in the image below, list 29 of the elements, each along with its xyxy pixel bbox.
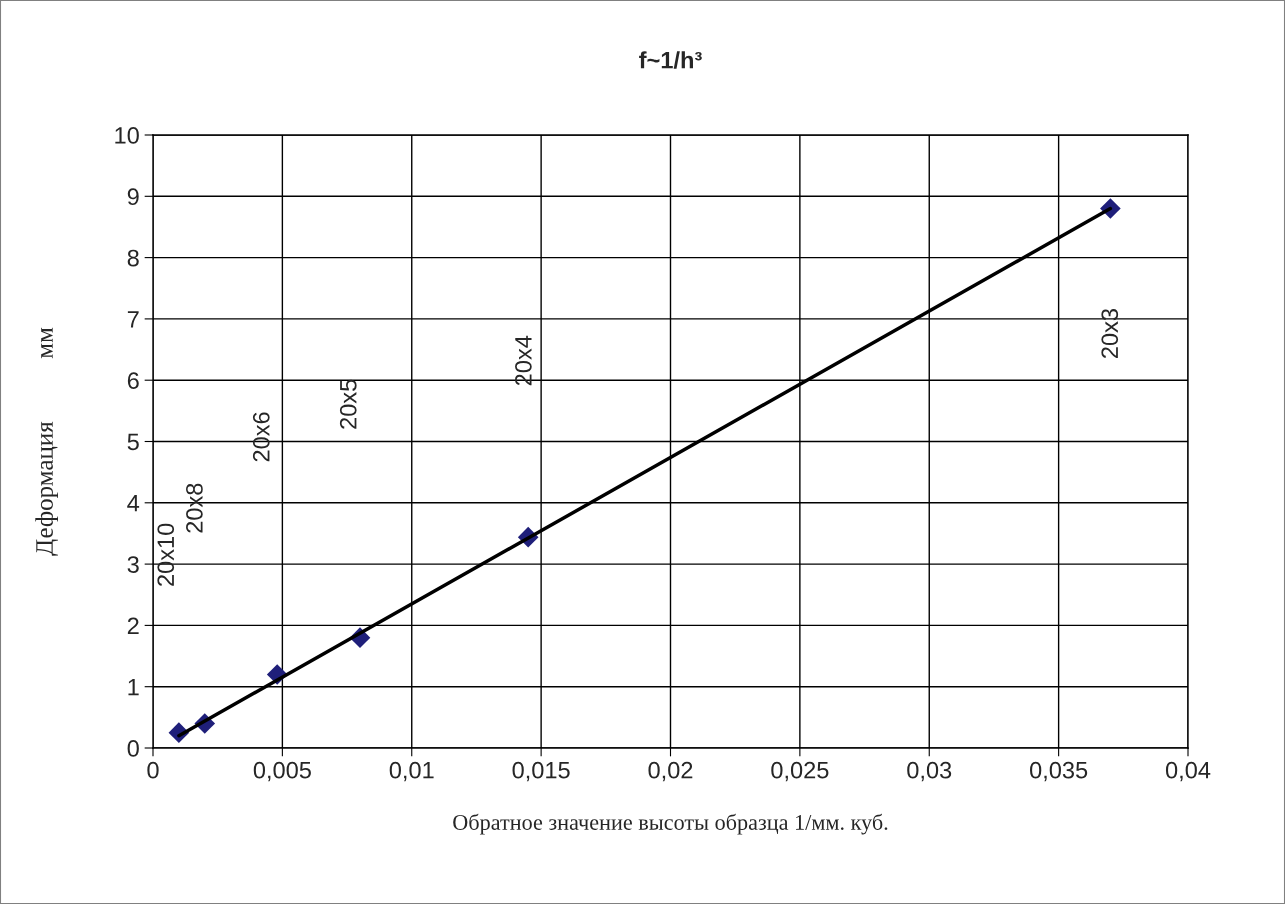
x-tick-label: 0 [147,761,159,779]
annotation: 20x8 [186,483,203,533]
x-axis-title: Обратное значение высоты образца 1/мм. куб. [453,813,888,835]
x-tick-label: 0,035 [1030,761,1088,782]
y-tick-label: 7 [127,311,139,328]
x-tick-label: 0,005 [253,761,311,782]
y-tick-label: 5 [127,433,139,451]
x-tick-label: 0,02 [648,761,693,782]
y-axis-title: Деформация мм [35,327,58,556]
x-tick-label: 0,04 [1165,761,1211,782]
x-tick-label: 0,015 [512,761,570,782]
y-tick-label: 9 [127,188,139,206]
annotation: 20x10 [157,523,175,586]
y-tick-label: 8 [127,249,139,267]
y-tick-label: 6 [127,372,139,389]
y-tick-label: 3 [127,556,139,573]
x-tick-label: 0,025 [771,761,829,782]
y-tick-label: 4 [127,495,140,512]
y-tick-label: 10 [115,127,139,144]
y-tick-label: 2 [127,617,139,634]
annotation: 20x4 [515,335,532,386]
annotation: 20x3 [1101,309,1119,358]
y-tick-label: 0 [127,740,139,757]
x-tick-label: 0,03 [907,761,952,782]
annotation: 20x6 [252,412,270,462]
y-tick-label: 1 [128,679,139,696]
x-tick-label: 0,01 [389,761,434,782]
chart-title: f~1/h³ [639,51,702,69]
annotation: 20x5 [339,379,357,429]
